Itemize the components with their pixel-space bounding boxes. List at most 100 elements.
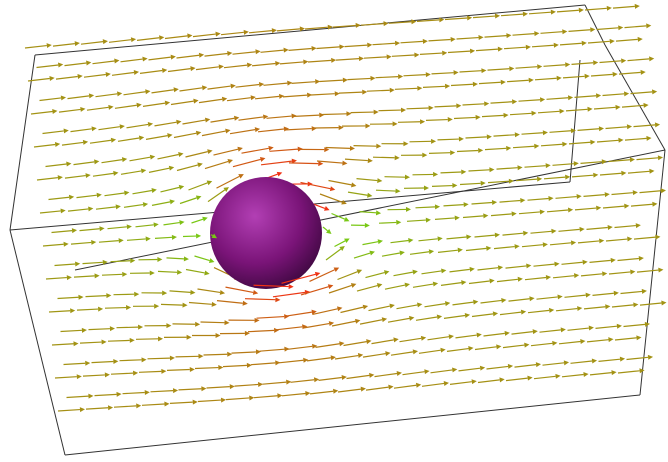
- arrow-shaft: [151, 89, 174, 94]
- flow-arrow: [79, 339, 107, 345]
- arrow-head: [342, 160, 348, 166]
- flow-arrow: [122, 390, 150, 396]
- arrow-shaft: [234, 383, 259, 387]
- flow-arrow: [589, 257, 616, 263]
- arrow-shaft: [101, 273, 123, 276]
- arrow-head: [466, 234, 472, 240]
- arrow-head: [333, 388, 339, 394]
- arrow-shaft: [424, 303, 446, 308]
- arrow-shaft: [365, 272, 385, 279]
- arrow-head: [512, 99, 518, 105]
- flow-arrow: [350, 222, 370, 228]
- flow-arrow: [636, 267, 664, 273]
- arrow-head: [638, 256, 644, 261]
- arrow-head: [621, 170, 627, 176]
- flow-arrow: [509, 110, 537, 116]
- arrow-head: [582, 259, 588, 265]
- arrow-head: [119, 124, 125, 130]
- arrow-shaft: [496, 278, 518, 283]
- flow-arrow: [223, 62, 253, 69]
- arrow-head: [448, 334, 454, 340]
- arrow-head: [444, 83, 451, 89]
- arrow-head: [573, 161, 579, 167]
- arrow-head: [437, 236, 443, 242]
- arrow-head: [147, 121, 154, 127]
- arrow-shaft: [70, 241, 92, 245]
- flow-arrow: [172, 321, 201, 327]
- arrow-head: [370, 75, 376, 81]
- arrow-shaft: [210, 234, 214, 237]
- arrow-shaft: [36, 177, 59, 181]
- arrow-head: [299, 26, 305, 32]
- flow-arrow: [406, 217, 431, 223]
- arrow-shaft: [61, 141, 84, 146]
- arrow-head: [560, 327, 566, 333]
- arrow-shaft: [537, 110, 560, 114]
- flow-arrow: [371, 337, 399, 345]
- arrow-shaft: [179, 197, 197, 205]
- arrow-shaft: [484, 147, 507, 151]
- arrow-shaft: [360, 23, 384, 26]
- arrow-shaft: [73, 275, 95, 278]
- flow-arrow: [586, 224, 613, 230]
- arrow-shaft: [477, 267, 499, 271]
- arrow-shaft: [281, 273, 316, 284]
- arrow-head: [113, 359, 119, 365]
- flow-arrow: [66, 393, 94, 399]
- vector-field-front: [24, 3, 667, 399]
- arrow-shaft: [116, 326, 139, 329]
- arrow-head: [218, 64, 224, 70]
- flow-arrow: [331, 212, 350, 222]
- arrow-shaft: [135, 224, 154, 228]
- flow-arrow: [372, 155, 400, 161]
- arrow-head: [471, 379, 477, 385]
- flow-arrow: [163, 334, 192, 340]
- flow-arrow: [141, 401, 170, 407]
- flow-arrow: [169, 289, 196, 295]
- arrow-shaft: [139, 69, 163, 74]
- arrow-shaft: [126, 238, 146, 241]
- flow-arrow: [427, 334, 454, 341]
- arrow-shaft: [542, 362, 565, 366]
- arrow-shaft: [374, 372, 398, 378]
- arrow-head: [149, 154, 156, 160]
- flow-arrow: [278, 357, 309, 364]
- flow-arrow: [178, 386, 207, 392]
- arrow-shaft: [322, 113, 347, 116]
- arrow-head: [376, 143, 382, 149]
- arrow-head: [333, 267, 340, 273]
- flow-arrow: [219, 330, 250, 336]
- flow-arrow: [374, 371, 402, 378]
- arrow-head: [475, 114, 481, 120]
- arrow-head: [555, 373, 561, 379]
- arrow-head: [570, 128, 576, 134]
- arrow-head: [201, 85, 208, 91]
- arrow-shaft: [617, 370, 640, 374]
- arrow-head: [590, 27, 596, 33]
- arrow-shaft: [446, 236, 467, 240]
- flow-arrow: [225, 395, 255, 401]
- arrow-head: [132, 370, 139, 376]
- flow-arrow: [39, 95, 67, 102]
- arrow-shaft: [493, 134, 515, 137]
- arrow-head: [227, 51, 233, 56]
- arrow-shaft: [76, 194, 97, 199]
- arrow-shaft: [552, 163, 574, 166]
- arrow-shaft: [571, 62, 594, 65]
- flow-arrow: [123, 89, 151, 96]
- arrow-head: [514, 244, 520, 250]
- arrow-shaft: [384, 284, 406, 290]
- flow-arrow: [556, 7, 584, 13]
- arrow-shaft: [555, 195, 577, 199]
- flow-arrow: [570, 358, 598, 364]
- arrow-shaft: [338, 91, 363, 94]
- arrow-shaft: [611, 192, 633, 196]
- flow-arrow: [561, 259, 588, 265]
- flow-arrow: [552, 273, 580, 279]
- arrow-shaft: [549, 130, 572, 133]
- arrow-shaft: [559, 42, 582, 46]
- arrow-head: [601, 159, 607, 165]
- flow-arrow: [129, 270, 155, 276]
- arrow-head: [258, 82, 265, 88]
